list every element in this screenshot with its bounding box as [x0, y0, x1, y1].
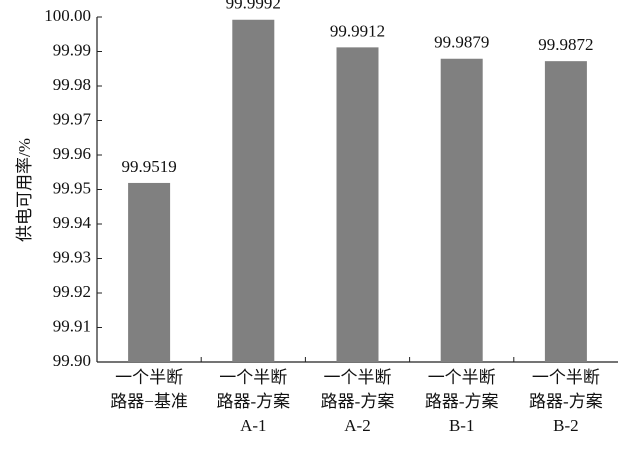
y-tick-label: 99.99	[53, 40, 91, 59]
y-tick-label: 99.90	[53, 351, 91, 370]
y-tick-label: 99.95	[53, 178, 91, 197]
y-tick-label: 99.92	[53, 282, 91, 301]
bar	[128, 182, 171, 362]
data-label: 99.9879	[434, 33, 489, 52]
x-tick-label: 一个半断 路器-方案 B-1	[424, 368, 499, 435]
x-tick-label: 一个半断 路器-方案 A-1	[216, 368, 291, 435]
data-label: 99.9912	[330, 21, 385, 40]
x-tick-label: 一个半断 路器-方案 B-2	[529, 368, 603, 435]
y-tick-label: 99.93	[53, 247, 91, 266]
x-tick-label: 一个半断 路器-方案 A-2	[320, 368, 395, 435]
y-tick-label: 99.96	[53, 144, 91, 163]
y-tick-label: 99.91	[53, 316, 91, 335]
bar	[336, 47, 379, 363]
data-label: 99.9992	[226, 0, 281, 13]
data-label: 99.9872	[538, 35, 593, 54]
y-axis-label: 供电可用率/%	[15, 138, 34, 242]
bar	[440, 58, 483, 363]
data-label: 99.9519	[121, 157, 176, 176]
y-tick-label: 99.94	[53, 213, 92, 232]
y-tick-label: 100.00	[44, 6, 91, 25]
bar	[232, 19, 275, 362]
y-tick-label: 99.97	[53, 109, 92, 128]
bar	[544, 61, 587, 362]
y-tick-label: 99.98	[53, 75, 91, 94]
x-tick-label: 一个半断 路器−基准	[110, 368, 188, 411]
